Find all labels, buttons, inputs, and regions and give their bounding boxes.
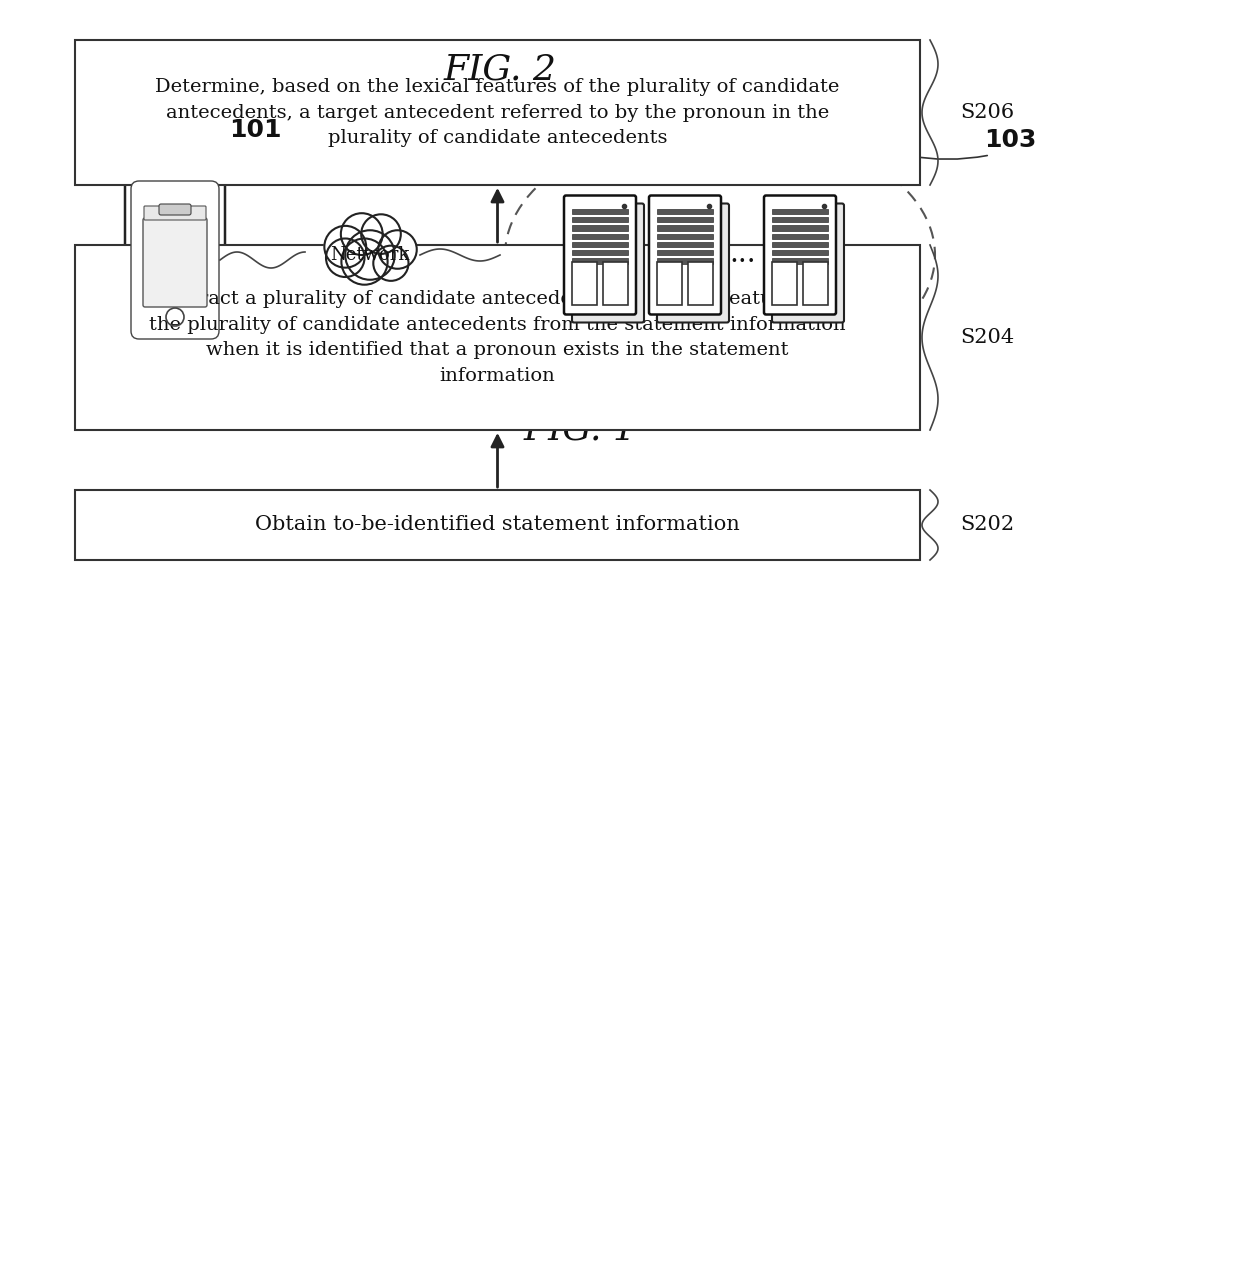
Bar — [773, 242, 828, 247]
FancyBboxPatch shape — [159, 204, 191, 215]
Bar — [657, 242, 713, 247]
Bar — [773, 233, 828, 238]
Circle shape — [341, 213, 383, 255]
Bar — [657, 233, 713, 238]
Text: S202: S202 — [960, 515, 1014, 535]
Circle shape — [378, 231, 417, 269]
Bar — [572, 258, 627, 264]
Text: ...: ... — [729, 241, 756, 268]
Circle shape — [325, 226, 366, 268]
Bar — [773, 250, 828, 255]
FancyBboxPatch shape — [131, 181, 219, 338]
Bar — [572, 242, 627, 247]
Text: 103: 103 — [983, 128, 1037, 153]
Bar — [773, 217, 828, 223]
Text: S204: S204 — [960, 328, 1014, 347]
FancyBboxPatch shape — [657, 204, 729, 323]
Text: S206: S206 — [960, 103, 1014, 122]
Bar — [572, 226, 627, 231]
Bar — [773, 209, 828, 214]
FancyBboxPatch shape — [572, 204, 644, 323]
Text: FIG. 2: FIG. 2 — [444, 53, 557, 87]
Bar — [74, 40, 920, 185]
Bar — [657, 209, 713, 214]
Bar — [657, 258, 713, 264]
Bar — [572, 233, 627, 238]
Ellipse shape — [505, 126, 935, 385]
Bar — [688, 263, 713, 305]
Bar — [603, 263, 627, 305]
FancyBboxPatch shape — [143, 218, 207, 306]
FancyBboxPatch shape — [773, 204, 844, 323]
Bar — [773, 263, 797, 305]
Circle shape — [341, 238, 388, 285]
Circle shape — [361, 214, 401, 254]
FancyBboxPatch shape — [125, 176, 224, 345]
Bar — [657, 217, 713, 223]
Bar — [657, 250, 713, 255]
Bar — [657, 226, 713, 231]
Text: Obtain to-be-identified statement information: Obtain to-be-identified statement inform… — [255, 515, 740, 535]
Circle shape — [326, 238, 365, 277]
FancyBboxPatch shape — [649, 195, 720, 314]
Bar — [74, 245, 920, 429]
Circle shape — [373, 246, 408, 281]
Bar — [773, 226, 828, 231]
Bar — [804, 263, 828, 305]
Text: 101: 101 — [228, 118, 281, 142]
Text: Determine, based on the lexical features of the plurality of candidate
anteceden: Determine, based on the lexical features… — [155, 78, 839, 147]
Bar — [657, 263, 682, 305]
Bar — [572, 217, 627, 223]
FancyBboxPatch shape — [564, 195, 636, 314]
Bar — [572, 250, 627, 255]
Text: Extract a plurality of candidate antecedents and lexical features of
the plurali: Extract a plurality of candidate anteced… — [149, 290, 846, 385]
Text: Network: Network — [330, 246, 409, 264]
Bar — [572, 209, 627, 214]
Bar — [74, 490, 920, 560]
FancyBboxPatch shape — [144, 206, 206, 221]
Bar — [572, 263, 596, 305]
Text: FIG. 1: FIG. 1 — [523, 413, 636, 447]
FancyBboxPatch shape — [764, 195, 836, 314]
Bar — [773, 258, 828, 264]
Circle shape — [345, 231, 394, 279]
